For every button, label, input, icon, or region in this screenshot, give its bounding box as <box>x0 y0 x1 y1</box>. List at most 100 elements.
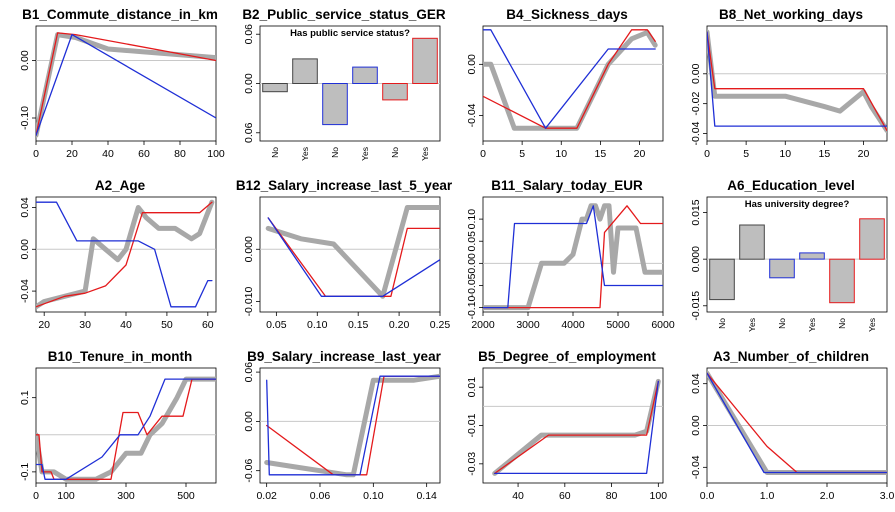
y-tick-label: -0.10 <box>19 106 31 130</box>
series-group <box>36 32 216 138</box>
x-tick-label: 0.05 <box>266 319 287 331</box>
x-tick-label: 20 <box>38 319 50 331</box>
y-tick-label: -0.04 <box>466 103 478 127</box>
chart-title: A3_Number_of_children <box>713 349 869 364</box>
series-line-gray <box>36 199 215 310</box>
bar <box>382 83 408 101</box>
bar <box>829 258 855 304</box>
x-tick-label: 0.0 <box>700 490 715 502</box>
x-tick-label: 0.14 <box>416 490 437 502</box>
chart-annotation: Has university degree? <box>745 199 850 210</box>
y-tick-label: -0.010 <box>243 287 255 317</box>
series-line-red <box>36 378 216 480</box>
chart-title: B5_Degree_of_employment <box>478 349 656 364</box>
plot-frame <box>482 25 664 142</box>
chart-panel: B12_Salary_increase_last_5_year 0.000 -0.0… <box>236 178 453 331</box>
plot-frame <box>482 367 664 484</box>
x-tick-label: 100 <box>207 148 225 160</box>
bar <box>292 58 318 85</box>
x-tick-label: 1.0 <box>760 490 775 502</box>
series-line-gray <box>492 378 661 476</box>
x-tick-label: 2000 <box>471 319 495 331</box>
y-tick-label: -0.05 <box>466 273 478 297</box>
bar-category-label: Yes <box>420 147 430 161</box>
series-line-red <box>36 201 213 308</box>
plot-frame <box>35 367 217 484</box>
bar <box>352 66 378 84</box>
x-tick-label: 0.06 <box>310 490 331 502</box>
x-tick-label: 20 <box>634 148 646 160</box>
bar <box>859 218 885 260</box>
series-line-gray <box>707 370 887 475</box>
x-tick-label: 3000 <box>516 319 540 331</box>
series-line-blue <box>483 29 656 129</box>
x-tick-label: 0 <box>33 148 39 160</box>
x-tick-label: 40 <box>102 148 114 160</box>
series-group <box>483 203 663 311</box>
y-tick-label: 0.10 <box>466 209 478 230</box>
bar-category-label: Yes <box>867 318 877 332</box>
x-tick-label: 100 <box>650 490 668 502</box>
x-tick-label: 0 <box>33 490 39 502</box>
plot-frame <box>35 25 217 142</box>
x-tick-label: 20 <box>66 148 78 160</box>
bar-category-label: Yes <box>360 147 370 161</box>
y-tick-label: -0.03 <box>466 452 478 476</box>
x-tick-label: 6000 <box>651 319 675 331</box>
bar-category-label: No <box>330 147 340 158</box>
x-tick-label: 0.02 <box>256 490 277 502</box>
y-tick-label: 0.1 <box>19 390 31 405</box>
x-tick-label: 10 <box>555 148 567 160</box>
series-line-gray <box>264 373 440 478</box>
bar-category-label: No <box>777 318 787 329</box>
y-tick-label: 0.00 <box>690 63 702 84</box>
x-tick-label: 2.0 <box>820 490 835 502</box>
series-group <box>36 199 215 310</box>
chart-title: A6_Education_level <box>727 178 855 193</box>
x-tick-label: 10 <box>779 148 791 160</box>
x-tick-label: 20 <box>858 148 870 160</box>
series-line-red <box>707 372 887 474</box>
plot-frame <box>706 25 888 142</box>
chart-panel: A2_Age 0.04 0.00 -0.04 20 30 40 50 60 <box>19 178 217 331</box>
x-tick-label: 300 <box>117 490 135 502</box>
y-tick-label: -0.10 <box>466 295 478 319</box>
chart-annotation: Has public service status? <box>290 28 410 39</box>
bar <box>799 252 825 260</box>
y-tick-label: -0.015 <box>690 291 702 321</box>
series-line-red <box>707 31 887 132</box>
y-tick-label: 0.00 <box>690 415 702 436</box>
y-tick-label: 0.000 <box>243 236 255 262</box>
chart-panel: B4_Sickness_days 0.00 -0.04 0 5 10 15 20 <box>466 7 664 160</box>
x-tick-label: 0.10 <box>307 319 328 331</box>
x-tick-label: 30 <box>79 319 91 331</box>
x-tick-label: 4000 <box>561 319 585 331</box>
y-tick-label: -0.04 <box>19 279 31 303</box>
series-line-red <box>483 205 663 309</box>
chart-panel: B2_Public_service_status_GER 0.06 0.00 0.06… <box>242 7 446 161</box>
x-tick-label: 0.15 <box>348 319 369 331</box>
bar <box>412 37 438 84</box>
x-tick-label: 40 <box>120 319 132 331</box>
series-group <box>707 370 887 475</box>
bar-category-label: No <box>270 147 280 158</box>
x-tick-label: 0.10 <box>363 490 384 502</box>
y-tick-label: 0.00 <box>19 239 31 260</box>
x-tick-label: 60 <box>202 319 214 331</box>
series-line-blue <box>707 372 887 474</box>
chart-panel: A3_Number_of_children 0.04 0.00 -0.04 0.0 1.0… <box>690 349 894 502</box>
x-tick-label: 60 <box>138 148 150 160</box>
x-tick-label: 50 <box>161 319 173 331</box>
series-line-gray <box>36 32 216 138</box>
y-tick-label: 0.06 <box>243 362 255 383</box>
x-tick-label: 15 <box>595 148 607 160</box>
bar-category-label: Yes <box>747 318 757 332</box>
chart-title: B11_Salary_today_EUR <box>491 178 643 193</box>
bar <box>739 224 765 260</box>
series-group <box>36 376 216 482</box>
plot-frame <box>259 367 441 484</box>
x-tick-label: 40 <box>512 490 524 502</box>
x-tick-label: 3.0 <box>880 490 895 502</box>
series-group <box>707 29 887 133</box>
x-tick-label: 0.20 <box>389 319 410 331</box>
